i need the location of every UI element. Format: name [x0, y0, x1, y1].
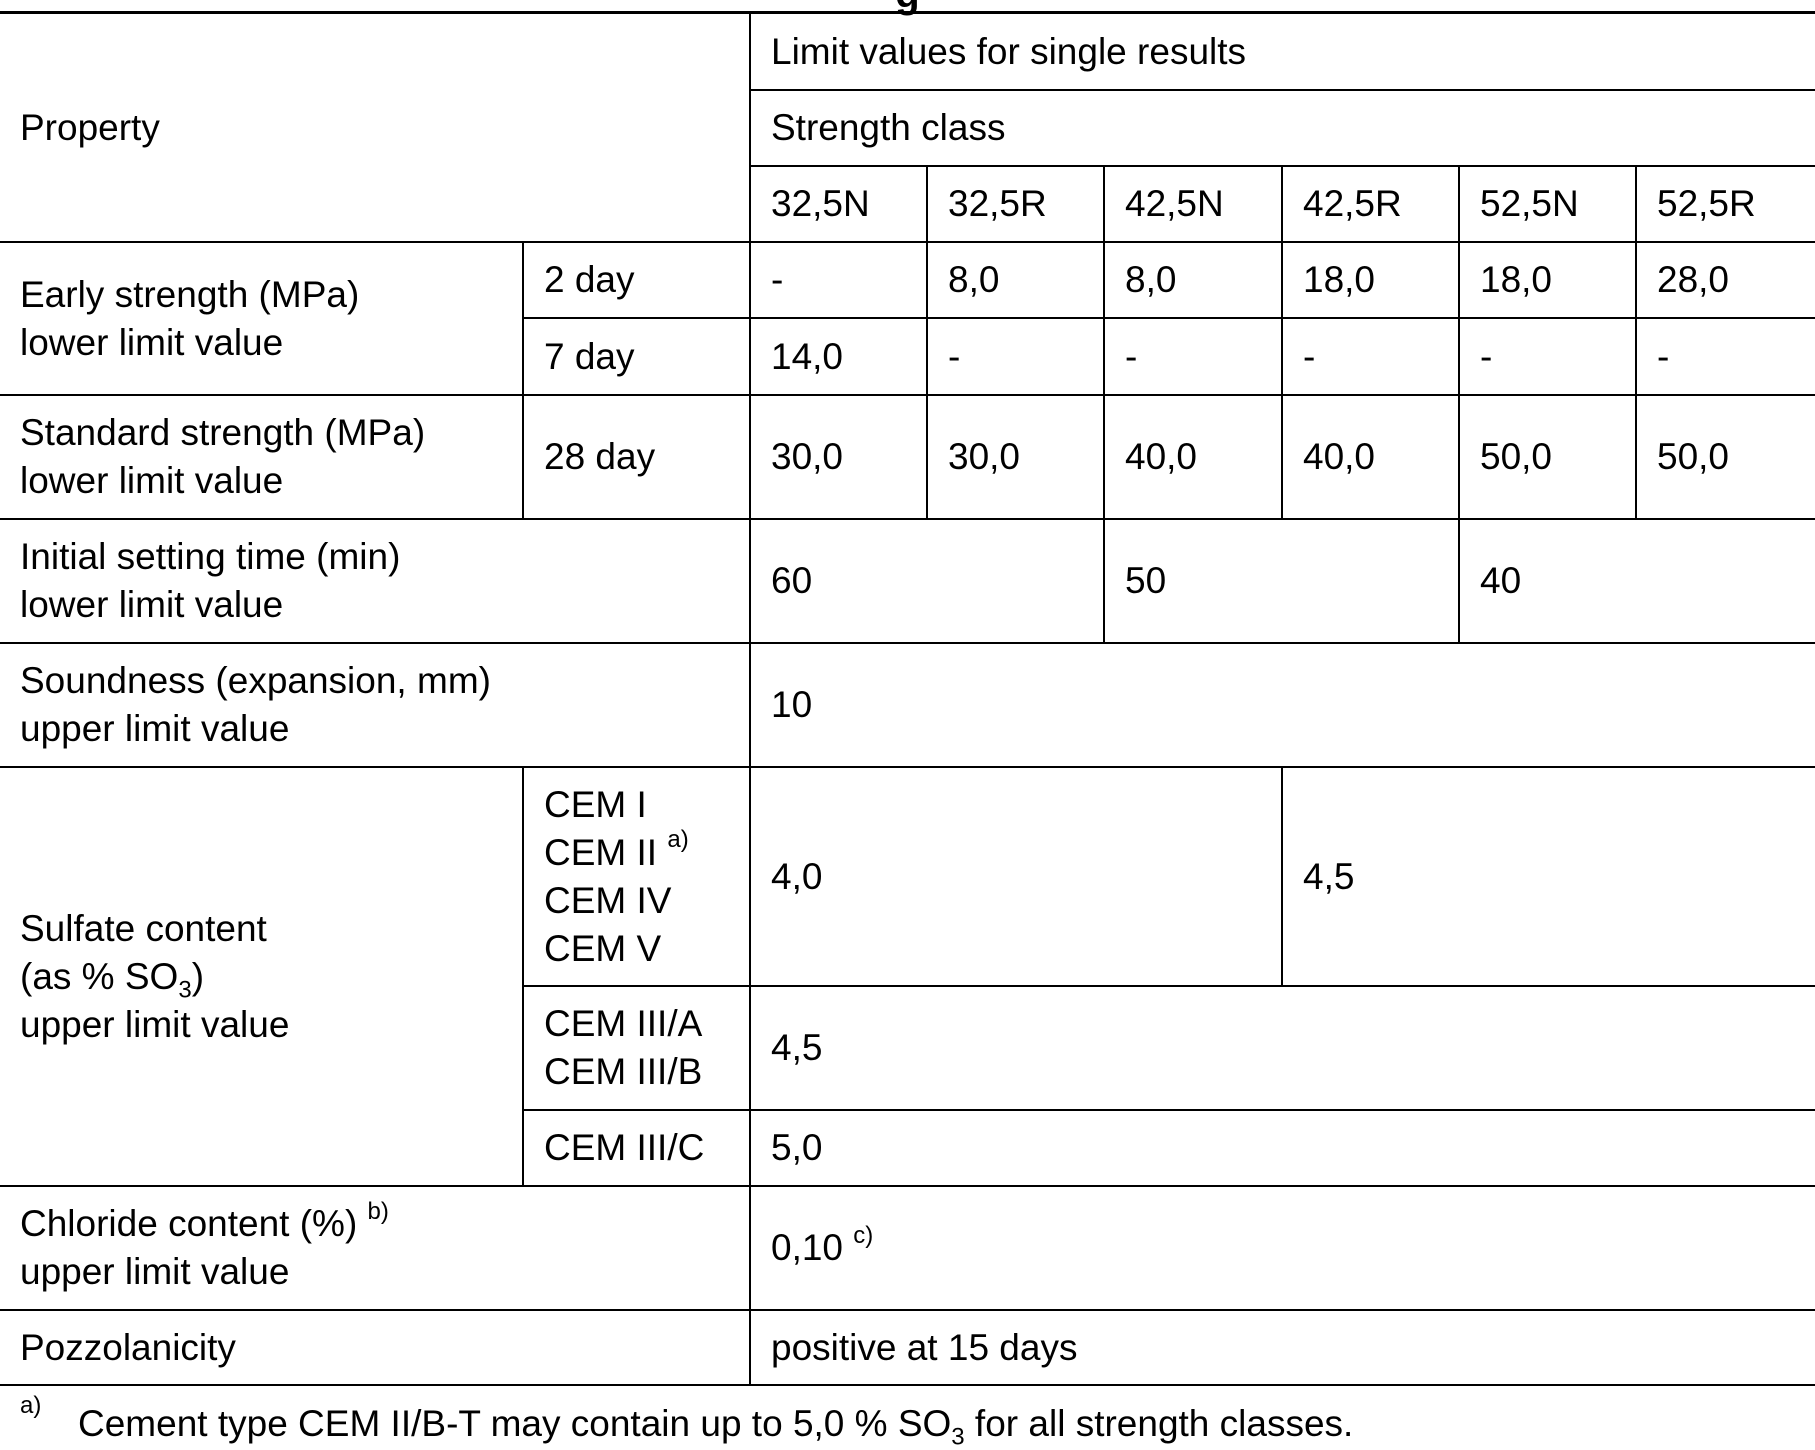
pozzolanicity-label: Pozzolanicity — [0, 1309, 751, 1386]
footnote-ref: b) — [367, 1197, 389, 1225]
value-cell: - — [1635, 317, 1815, 396]
class-header: 52,5N — [1458, 165, 1637, 243]
early-strength-label: Early strength (MPa) lower limit value — [0, 241, 524, 396]
label-line: upper limit value — [20, 708, 290, 749]
class-header: 42,5R — [1281, 165, 1460, 243]
value-cell: 50,0 — [1458, 394, 1637, 520]
label-line: lower limit value — [20, 321, 284, 363]
label-line: upper limit value — [20, 1003, 290, 1045]
age-cell: 28 day — [522, 394, 751, 520]
age-cell: 7 day — [523, 317, 751, 396]
value-cell: - — [1281, 317, 1460, 396]
label-line: Soundness (expansion, mm) — [20, 660, 491, 701]
class-header: 32,5R — [926, 165, 1105, 243]
cement-types-cell: CEM I CEM II a) CEM IV CEM V — [522, 766, 751, 987]
sulfate-label: Sulfate content (as % SO3) upper limit v… — [0, 766, 524, 1187]
early-strength-7day-row: 7 day 14,0 - - - - - — [0, 317, 1815, 396]
footnote-ref: c) — [853, 1221, 874, 1249]
sulfate-group3-row: CEM III/C 5,0 — [0, 1109, 1815, 1187]
value-cell: - — [749, 241, 928, 319]
value-cell: 4,5 — [749, 985, 1815, 1111]
label-line: Early strength (MPa) — [20, 273, 360, 315]
value-cell: 14,0 — [749, 317, 928, 396]
label-line: Initial setting time (min) — [20, 536, 401, 577]
property-header: Property — [0, 12, 751, 243]
value-cell: 40,0 — [1281, 394, 1460, 520]
sulfate-group1-row: Sulfate content (as % SO3) upper limit v… — [0, 766, 1815, 1187]
setting-time-label: Initial setting time (min) lower limit v… — [0, 518, 751, 644]
standard-strength-row: Standard strength (MPa) lower limit valu… — [0, 394, 1815, 520]
soundness-label: Soundness (expansion, mm) upper limit va… — [0, 642, 751, 768]
footnote-mark: a) — [20, 1392, 42, 1419]
value-cell: 18,0 — [1281, 241, 1460, 319]
class-header: 32,5N — [750, 165, 928, 243]
value-cell: 0,10 c) — [749, 1185, 1815, 1311]
value-cell: 50,0 — [1635, 394, 1815, 520]
value-cell: 40 — [1458, 518, 1815, 644]
value-cell: 8,0 — [1103, 241, 1283, 319]
header-row-classes: 32,5N 32,5R 42,5N 42,5R 52,5N 52,5R — [0, 165, 1815, 243]
standard-strength-label: Standard strength (MPa) lower limit valu… — [0, 394, 524, 520]
early-strength-2day-row: Early strength (MPa) lower limit value 2… — [0, 241, 1815, 396]
label-line: lower limit value — [20, 460, 284, 501]
value-cell: 4,0 — [749, 766, 1283, 987]
label-line: Chloride content (%) b) — [20, 1197, 389, 1244]
table-title-fragment: g — [0, 0, 1815, 14]
cement-type: CEM III/A — [544, 1003, 703, 1044]
limit-values-header: Limit values for single results — [749, 12, 1815, 91]
value-cell: - — [1103, 317, 1283, 396]
age-cell: 2 day — [522, 241, 751, 319]
sulfate-group2-row: CEM III/A CEM III/B 4,5 — [0, 985, 1815, 1111]
footnote-ref: a) — [667, 826, 689, 854]
class-header: 52,5R — [1635, 165, 1815, 243]
value-cell: positive at 15 days — [749, 1309, 1815, 1386]
soundness-row: Soundness (expansion, mm) upper limit va… — [0, 642, 1815, 768]
footnote-text: Cement type CEM II/B-T may contain up to… — [78, 1403, 1354, 1450]
value-cell: - — [926, 317, 1105, 396]
setting-time-row: Initial setting time (min) lower limit v… — [0, 518, 1815, 644]
label-line: (as % SO3) — [20, 955, 205, 1003]
label-line: lower limit value — [20, 584, 284, 625]
value-cell: 30,0 — [749, 394, 928, 520]
chloride-row: Chloride content (%) b) upper limit valu… — [0, 1185, 1815, 1311]
value-cell: 30,0 — [926, 394, 1105, 520]
cement-type: CEM V — [544, 927, 662, 969]
value-cell: 28,0 — [1635, 241, 1815, 319]
label-line: Standard strength (MPa) — [20, 412, 426, 453]
cement-type: CEM III/B — [544, 1051, 703, 1092]
class-header: 42,5N — [1103, 165, 1283, 243]
value-cell: 50 — [1103, 518, 1460, 644]
cement-type: CEM IV — [544, 879, 672, 921]
value-cell: - — [1458, 317, 1637, 396]
strength-class-header: Strength class — [750, 89, 1815, 167]
limit-values-table: Property Limit values for single results… — [0, 12, 1815, 1386]
value-cell: 40,0 — [1103, 394, 1283, 520]
value-cell: 60 — [749, 518, 1105, 644]
chloride-label: Chloride content (%) b) upper limit valu… — [0, 1185, 751, 1311]
header-row-1: Property Limit values for single results — [0, 12, 1815, 243]
value-cell: 4,5 — [1281, 766, 1815, 987]
value-cell: 5,0 — [749, 1109, 1815, 1187]
cement-types-cell: CEM III/A CEM III/B — [523, 985, 751, 1111]
cement-type: CEM III/C — [523, 1109, 751, 1187]
pozzolanicity-row: Pozzolanicity positive at 15 days — [0, 1309, 1815, 1386]
label-line: upper limit value — [20, 1251, 290, 1292]
cement-type: CEM I — [544, 783, 647, 825]
value-cell: 18,0 — [1458, 241, 1637, 319]
value-cell: 10 — [749, 642, 1815, 768]
label-line: Sulfate content — [20, 907, 267, 949]
value-cell: 8,0 — [926, 241, 1105, 319]
header-row-2: Strength class — [0, 89, 1815, 167]
cement-type: CEM II a) — [544, 826, 689, 873]
